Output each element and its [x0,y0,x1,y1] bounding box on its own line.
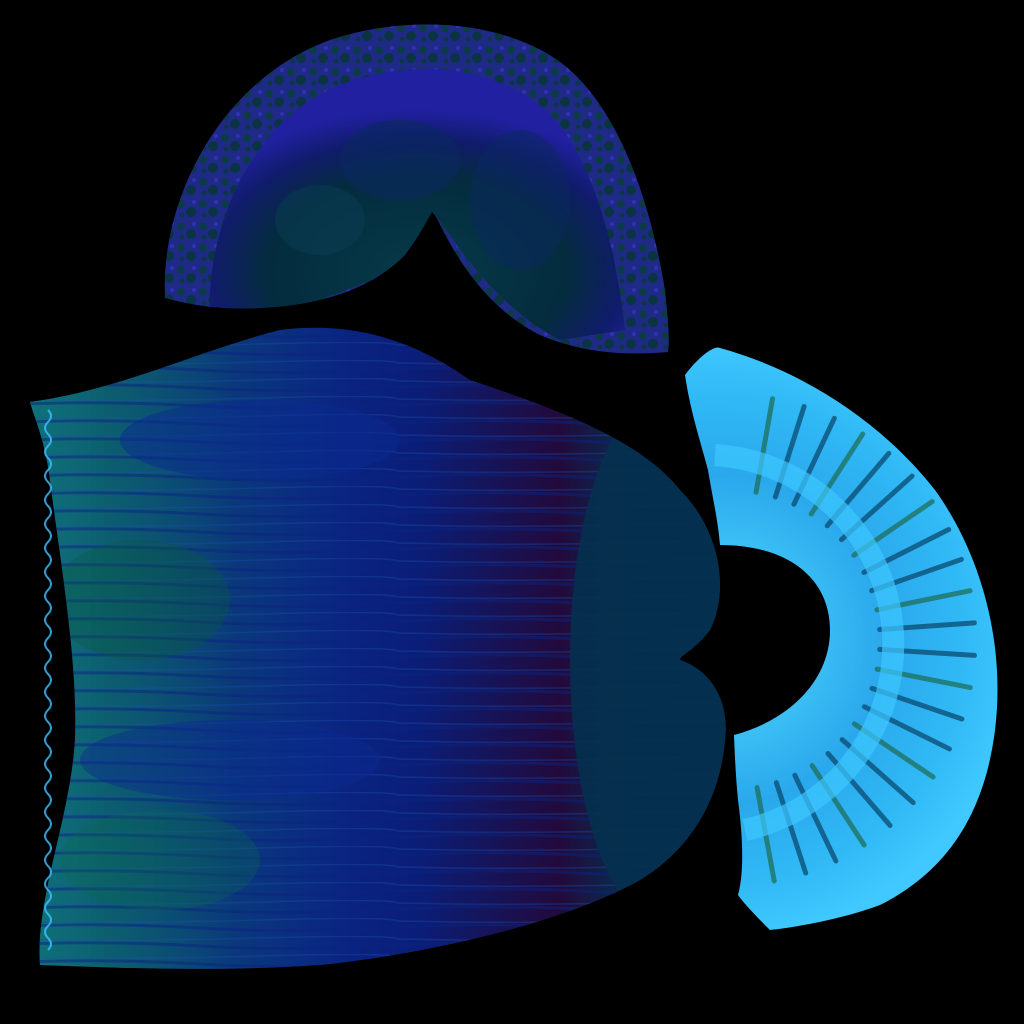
body-texture-piece [30,327,726,969]
cap-texture-piece [164,24,669,354]
fan-stripe [809,763,867,848]
fan-inner-ring [714,444,905,841]
fan-texture-piece [685,347,998,930]
stitch-line [44,409,52,951]
fan-stripe [753,396,776,495]
fan-stripe [792,772,839,864]
fan-stripe [773,780,809,876]
